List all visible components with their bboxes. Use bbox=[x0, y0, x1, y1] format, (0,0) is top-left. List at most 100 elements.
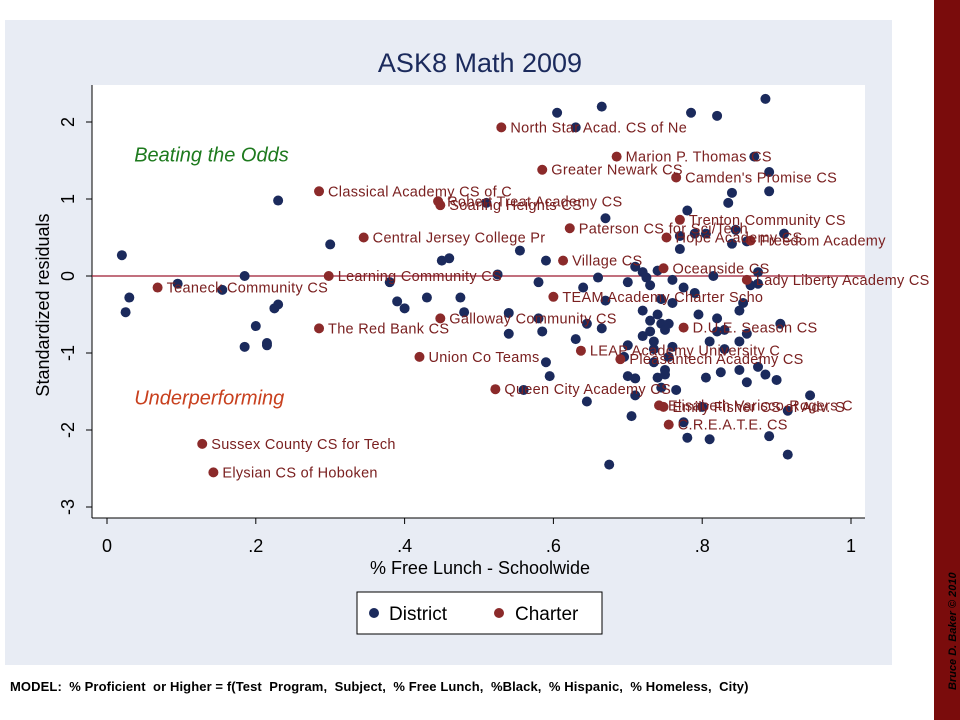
district-point bbox=[753, 267, 763, 278]
x-tick-label: .4 bbox=[397, 536, 412, 556]
district-point bbox=[581, 318, 592, 329]
charter-label: North Star Acad. CS of Ne bbox=[510, 120, 687, 136]
charter-point bbox=[658, 263, 669, 274]
district-point bbox=[325, 239, 336, 250]
district-point bbox=[667, 274, 678, 285]
charter-label: C.R.E.A.T.E. CS bbox=[678, 418, 788, 434]
charter-label: Emily Fisher CS of Adv. S bbox=[673, 400, 845, 416]
charter-label: Freedom Academy bbox=[760, 234, 887, 250]
charter-point bbox=[314, 186, 325, 197]
district-point bbox=[652, 309, 663, 320]
charter-point bbox=[671, 172, 682, 183]
district-point bbox=[600, 213, 611, 224]
district-point bbox=[686, 107, 697, 118]
district-point bbox=[734, 364, 745, 375]
district-point bbox=[250, 321, 261, 332]
charter-label: Sussex County CS for Tech bbox=[211, 437, 396, 453]
charter-point bbox=[323, 271, 334, 281]
legend-charter-label: Charter bbox=[515, 604, 579, 625]
district-point bbox=[764, 431, 775, 442]
charter-point bbox=[435, 200, 446, 211]
x-axis-title: % Free Lunch - Schoolwide bbox=[370, 558, 590, 578]
district-point bbox=[399, 303, 410, 314]
district-point bbox=[455, 292, 466, 303]
charter-label: Learning Community CS bbox=[338, 269, 502, 285]
district-point bbox=[753, 361, 763, 372]
charter-point bbox=[435, 313, 446, 324]
legend-district-label: District bbox=[389, 604, 448, 625]
district-point bbox=[678, 282, 689, 293]
district-point bbox=[481, 197, 492, 208]
model-note: MODEL: % Proficient or Higher = f(Test P… bbox=[10, 679, 749, 694]
district-point bbox=[552, 107, 563, 118]
charter-point bbox=[678, 322, 689, 333]
district-point bbox=[741, 377, 752, 388]
charter-point bbox=[496, 122, 507, 133]
district-point bbox=[518, 384, 529, 395]
district-point bbox=[540, 255, 551, 266]
charter-point bbox=[152, 282, 163, 293]
charter-label: Soaring Heights CS bbox=[449, 198, 582, 214]
district-point bbox=[273, 195, 284, 206]
charter-label: Galloway Community CS bbox=[449, 311, 616, 327]
district-point bbox=[667, 341, 678, 352]
district-point bbox=[700, 228, 711, 239]
district-point bbox=[492, 269, 503, 280]
charter-label: Village CS bbox=[572, 254, 642, 270]
district-point bbox=[637, 331, 648, 342]
district-point bbox=[392, 296, 403, 307]
district-point bbox=[771, 374, 782, 385]
district-point bbox=[760, 369, 771, 380]
charter-label: Classical Academy CS of C bbox=[328, 184, 512, 200]
district-point bbox=[682, 205, 693, 216]
district-point bbox=[648, 336, 659, 347]
district-point bbox=[671, 384, 682, 395]
district-point bbox=[660, 369, 670, 380]
district-point bbox=[124, 292, 135, 303]
district-point bbox=[738, 297, 749, 308]
district-point bbox=[537, 326, 548, 337]
district-point bbox=[120, 307, 131, 318]
legend-district-marker bbox=[369, 608, 379, 618]
legend-charter-marker bbox=[494, 608, 504, 618]
district-point bbox=[600, 295, 611, 306]
district-point bbox=[712, 326, 723, 337]
district-point bbox=[693, 309, 704, 320]
district-point bbox=[645, 315, 656, 326]
district-point bbox=[533, 313, 544, 324]
district-point bbox=[570, 334, 581, 345]
district-point bbox=[626, 411, 637, 422]
x-tick-label: .8 bbox=[695, 536, 710, 556]
charter-label: D.U.E. Season CS bbox=[693, 321, 818, 337]
author-credit: Bruce D. Baker © 2010 bbox=[947, 572, 959, 690]
charter-label: Robert Treat Academy CS bbox=[447, 194, 622, 210]
charter-label: Elisabeth Varisco-Rogers C bbox=[668, 398, 853, 414]
charter-label: Pleasantech Academy CS bbox=[629, 352, 803, 368]
district-point bbox=[648, 344, 659, 355]
district-point bbox=[641, 272, 652, 283]
district-point bbox=[674, 230, 685, 241]
charter-label: Elysian CS of Hoboken bbox=[222, 465, 377, 481]
charter-point bbox=[490, 384, 501, 395]
district-point bbox=[217, 284, 228, 295]
district-point bbox=[749, 151, 760, 162]
district-point bbox=[734, 305, 745, 316]
charter-label: Paterson CS for Sci/Tech bbox=[579, 221, 748, 237]
x-tick-label: .2 bbox=[248, 536, 263, 556]
district-point bbox=[656, 382, 667, 393]
annotation-beating-the-odds: Beating the Odds bbox=[134, 144, 289, 166]
charter-point bbox=[674, 214, 685, 225]
charter-label: Oceanside CS bbox=[673, 261, 770, 277]
district-point bbox=[421, 292, 432, 303]
charter-point bbox=[741, 274, 752, 285]
district-point bbox=[704, 434, 715, 445]
district-point bbox=[503, 307, 514, 318]
plot-area bbox=[92, 85, 865, 518]
district-point bbox=[172, 278, 183, 289]
district-point bbox=[239, 271, 250, 281]
district-point bbox=[779, 228, 790, 239]
district-point bbox=[239, 341, 250, 352]
district-point bbox=[630, 390, 641, 401]
charter-labels: Teaneck Community CS Sussex County CS for… bbox=[167, 120, 930, 481]
